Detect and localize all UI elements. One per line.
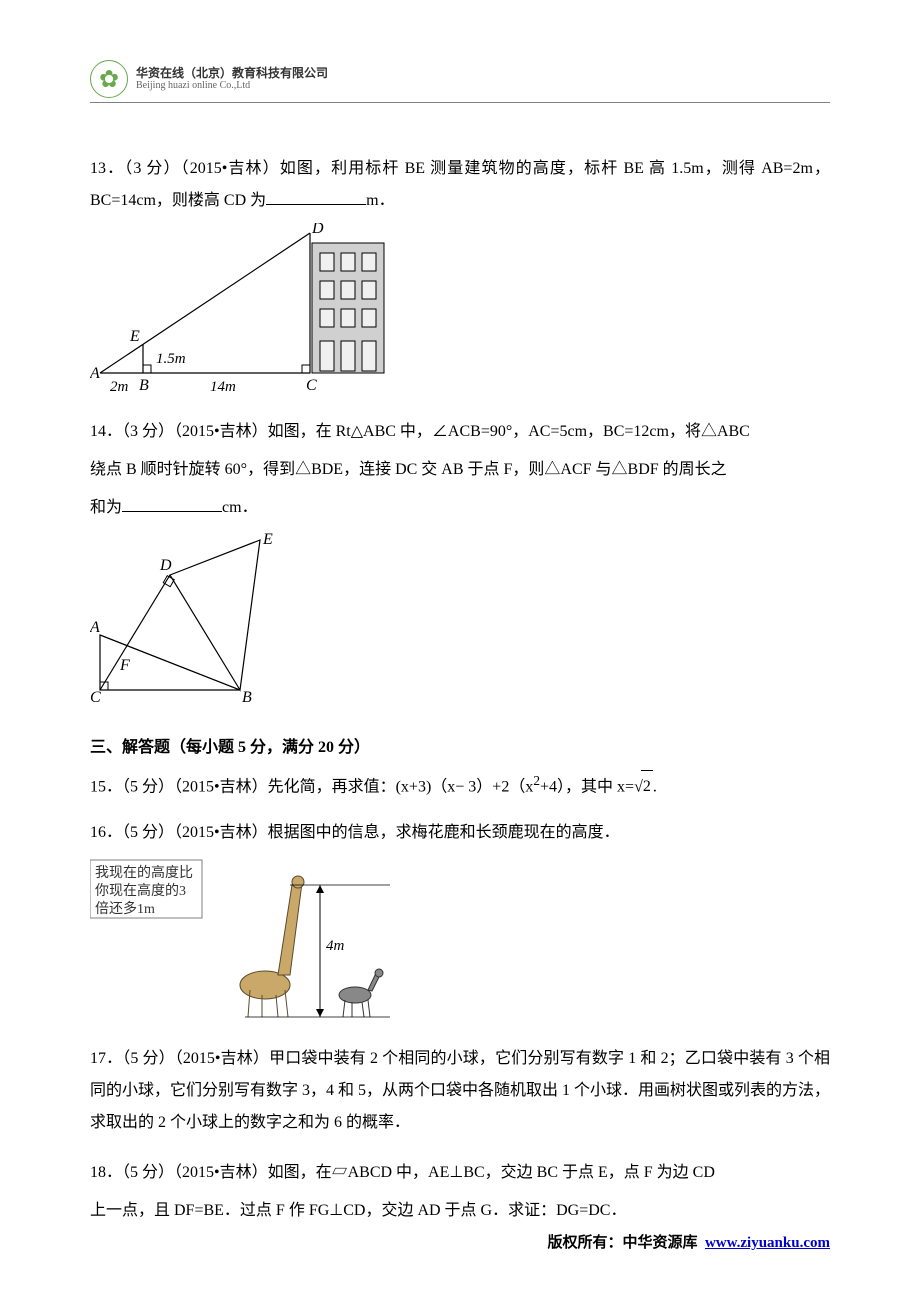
q13-svg: A B C D E 1.5m 2m 14m [90, 223, 390, 398]
question-15-text: 15．（5 分）（2015•吉林）先化简，再求值：(x+3)（x− 3）+2（x… [90, 768, 830, 803]
label-1-5m: 1.5m [156, 351, 186, 367]
footer-link[interactable]: www.ziyuanku.com [705, 1235, 830, 1251]
question-14-line1: 14．（3 分）（2015•吉林）如图，在 Rt△ABC 中，∠ACB=90°，… [90, 416, 830, 448]
question-18-line1: 18．（5 分）（2015•吉林）如图，在▱ABCD 中，AE⊥BC，交边 BC… [90, 1157, 830, 1189]
giraffe-icon [240, 876, 304, 1017]
label-4m: 4m [326, 938, 345, 954]
figure-q14: A B C D E F [90, 530, 830, 710]
figure-q16: 我现在的高度比 你现在高度的3 倍还多1m 4m [90, 855, 830, 1025]
leaf-logo-icon: ✿ [90, 60, 128, 98]
label-D: D [159, 557, 172, 574]
question-17-text: 17．（5 分）（2015•吉林）甲口袋中装有 2 个相同的小球，它们分别写有数… [90, 1043, 830, 1139]
blank-fill [266, 191, 366, 205]
company-name-cn: 华资在线（北京）教育科技有限公司 [136, 66, 328, 80]
q13-prefix: 13．（3 分）（2015•吉林）如图，利用标杆 BE 测量建筑物的高度，标杆 … [90, 160, 830, 209]
question-14-line3: 和为 cm． [90, 492, 830, 524]
bubble-l3: 倍还多1m [95, 900, 155, 917]
q14-l3-prefix: 和为 [90, 499, 122, 516]
footer-label: 版权所有： [547, 1235, 622, 1251]
label-D: D [311, 223, 324, 237]
section-3-title: 三、解答题（每小题 5 分，满分 20 分） [90, 732, 830, 764]
label-A: A [90, 619, 100, 636]
deer-icon [339, 969, 383, 1017]
label-A: A [90, 365, 100, 382]
page-footer: 版权所有：中华资源库 www.ziyuanku.com [547, 1231, 830, 1252]
q15-a: 15．（5 分）（2015•吉林）先化简，再求值：(x+3)（x− 3）+2（x [90, 778, 533, 795]
bubble-l1: 我现在的高度比 [95, 864, 193, 881]
label-F: F [119, 657, 130, 674]
label-C: C [90, 689, 101, 706]
label-14m: 14m [210, 379, 236, 395]
label-2m: 2m [110, 379, 129, 395]
q14-svg: A B C D E F [90, 530, 290, 710]
q13-suffix: m． [366, 192, 394, 209]
label-B: B [242, 689, 252, 706]
figure-q13: A B C D E 1.5m 2m 14m [90, 223, 830, 398]
q15-sup: 2 [533, 773, 540, 788]
sqrt-radicand: 2 [641, 770, 653, 803]
q15-b: +4），其中 x= [540, 778, 634, 795]
page-header: ✿ 华资在线（北京）教育科技有限公司 Beijing huazi online … [90, 60, 830, 103]
question-14-line2: 绕点 B 顺时针旋转 60°，得到△BDE，连接 DC 交 AB 于点 F，则△… [90, 454, 830, 486]
label-B: B [139, 377, 149, 394]
bubble-l2: 你现在高度的3 [95, 882, 186, 899]
q16-svg: 我现在的高度比 你现在高度的3 倍还多1m 4m [90, 855, 410, 1025]
header-text-block: 华资在线（北京）教育科技有限公司 Beijing huazi online Co… [136, 66, 328, 92]
label-C: C [306, 377, 317, 394]
q15-c: . [653, 778, 657, 795]
label-E: E [262, 531, 273, 548]
blank-fill [122, 498, 222, 512]
question-13-text: 13．（3 分）（2015•吉林）如图，利用标杆 BE 测量建筑物的高度，标杆 … [90, 153, 830, 217]
company-name-en: Beijing huazi online Co.,Ltd [136, 80, 328, 92]
question-16-text: 16．（5 分）（2015•吉林）根据图中的信息，求梅花鹿和长颈鹿现在的高度． [90, 817, 830, 849]
label-E: E [129, 328, 140, 345]
question-18-line2: 上一点，且 DF=BE．过点 F 作 FG⊥CD，交边 AD 于点 G．求证：D… [90, 1195, 830, 1227]
q14-l3-suffix: cm． [222, 499, 258, 516]
footer-name: 中华资源库 [622, 1235, 697, 1251]
